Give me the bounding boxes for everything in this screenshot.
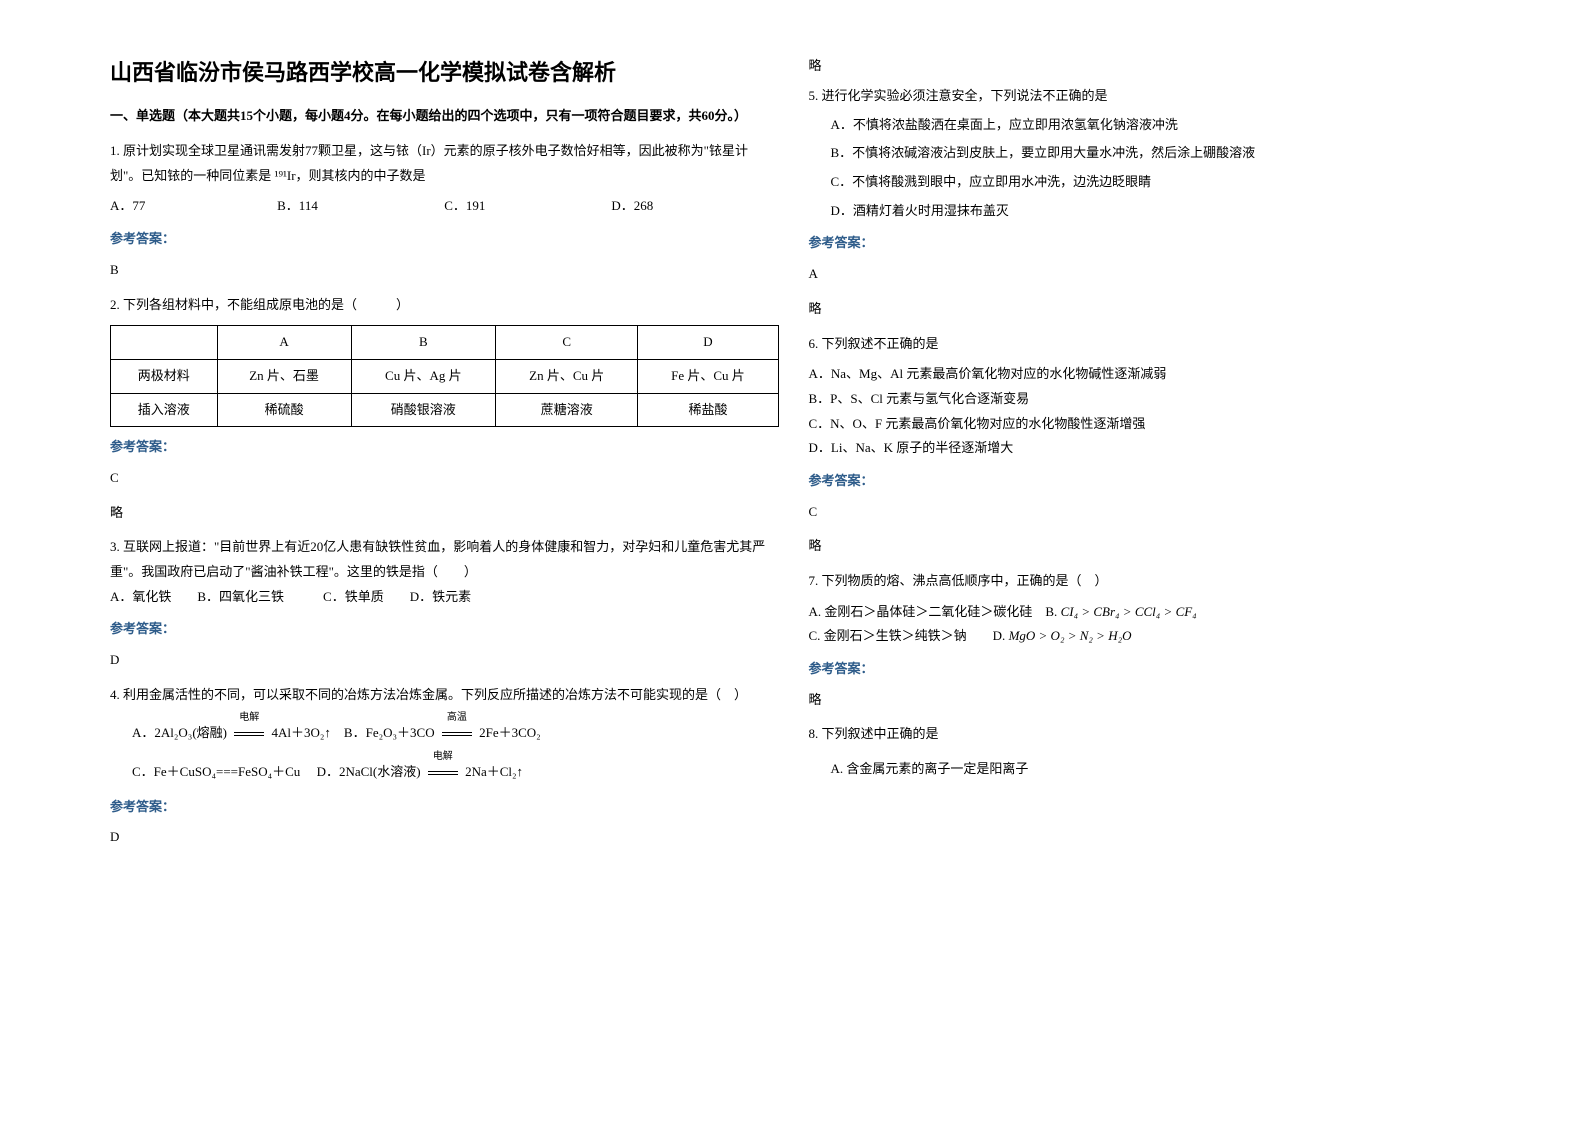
th-D: D [638,326,778,360]
q5-optB: B．不慎将浓碱溶液沾到皮肤上，要立即用大量水冲洗，然后涂上硼酸溶液 [831,141,1478,166]
q6-note: 略 [809,534,1478,559]
cell: 两极材料 [111,359,218,393]
question-3: 3. 互联网上报道："目前世界上有近20亿人患有缺铁性贫血，影响着人的身体健康和… [110,535,779,672]
question-8: 8. 下列叙述中正确的是 A. 含金属元素的离子一定是阳离子 [809,722,1478,781]
q7-line2: C. 金刚石＞生铁＞纯铁＞钠 D. MgO > O₂ > N₂ > H₂O [809,624,1478,649]
q3-options: A．氧化铁 B．四氧化三铁 C．铁单质 D．铁元素 [110,585,779,610]
arrow-cond: 电解 [239,707,259,729]
q3-answer-label: 参考答案： [110,617,779,642]
q4-optC: C．Fe＋CuSO₄===FeSO₄＋Cu [132,764,300,779]
q4-optA-post: 4Al＋3O₂↑ [272,725,331,740]
q7-optD-pre: D. [993,628,1009,643]
q3-answer: D [110,648,779,673]
left-column: 山西省临汾市侯马路西学校高一化学模拟试卷含解析 一、单选题（本大题共15个小题，… [95,55,794,1067]
q6-optC: C．N、O、F 元素最高价氧化物对应的水化物酸性逐渐增强 [809,412,1478,437]
q4-optB-pre: B．Fe₂O₃＋3CO [344,725,438,740]
q6-optB: B．P、S、Cl 元素与氢气化合逐渐变易 [809,387,1478,412]
q5-note: 略 [809,297,1478,322]
arrow-cond: 电解 [433,746,453,768]
table-row: 插入溶液 稀硫酸 硝酸银溶液 蔗糖溶液 稀盐酸 [111,393,779,427]
question-6: 6. 下列叙述不正确的是 A．Na、Mg、Al 元素最高价氧化物对应的水化物碱性… [809,332,1478,560]
q7-line1: A. 金刚石＞晶体硅＞二氧化硅＞碳化硅 B. CI₄ > CBr₄ > CCl₄… [809,600,1478,625]
q4-note: 略 [809,55,1478,74]
q5-text: 5. 进行化学实验必须注意安全，下列说法不正确的是 [809,84,1478,109]
q4-options-line1: A．2Al₂O₃(熔融) 电解 4Al＋3O₂↑ B．Fe₂O₃＋3CO 高温 … [110,719,779,748]
q1-options: A．77 B．114 C．191 D．268 [110,194,779,219]
q7-answer-label: 参考答案： [809,657,1478,682]
cell: Zn 片、Cu 片 [496,359,638,393]
th-A: A [217,326,351,360]
cell: 稀硫酸 [217,393,351,427]
q5-answer: A [809,262,1478,287]
q3-text: 3. 互联网上报道："目前世界上有近20亿人患有缺铁性贫血，影响着人的身体健康和… [110,535,779,584]
q6-answer: C [809,500,1478,525]
reaction-arrow-icon: 高温 [438,719,476,748]
reaction-arrow-icon: 电解 [230,719,268,748]
q5-answer-label: 参考答案： [809,231,1478,256]
q7-optC: C. 金刚石＞生铁＞纯铁＞钠 [809,628,967,643]
question-5: 5. 进行化学实验必须注意安全，下列说法不正确的是 A．不慎将浓盐酸洒在桌面上，… [809,84,1478,322]
page-title: 山西省临汾市侯马路西学校高一化学模拟试卷含解析 [110,55,779,87]
section-header: 一、单选题（本大题共15个小题，每小题4分。在每小题给出的四个选项中，只有一项符… [110,105,779,127]
q1-answer-label: 参考答案： [110,227,779,252]
th-C: C [496,326,638,360]
right-column: 略 5. 进行化学实验必须注意安全，下列说法不正确的是 A．不慎将浓盐酸洒在桌面… [794,55,1493,1067]
cell: Cu 片、Ag 片 [351,359,496,393]
q2-answer-label: 参考答案： [110,435,779,460]
question-7: 7. 下列物质的熔、沸点高低顺序中，正确的是（ ） A. 金刚石＞晶体硅＞二氧化… [809,569,1478,712]
q2-answer: C [110,466,779,491]
q7-optB-formula: CI₄ > CBr₄ > CCl₄ > CF₄ [1061,600,1197,625]
cell: Fe 片、Cu 片 [638,359,778,393]
cell: Zn 片、石墨 [217,359,351,393]
q4-optA-pre: A．2Al₂O₃(熔融) [132,725,227,740]
question-1: 1. 原计划实现全球卫星通讯需发射77颗卫星，这与铱（Ir）元素的原子核外电子数… [110,139,779,282]
table-row: 两极材料 Zn 片、石墨 Cu 片、Ag 片 Zn 片、Cu 片 Fe 片、Cu… [111,359,779,393]
q6-optA: A．Na、Mg、Al 元素最高价氧化物对应的水化物碱性逐渐减弱 [809,362,1478,387]
cell: 稀盐酸 [638,393,778,427]
arrow-cond: 高温 [447,707,467,729]
question-2: 2. 下列各组材料中，不能组成原电池的是（ ） A B C D 两极材料 Zn … [110,293,779,526]
q4-answer-label: 参考答案： [110,795,779,820]
cell: 硝酸银溶液 [351,393,496,427]
th-blank [111,326,218,360]
q8-optA: A. 含金属元素的离子一定是阳离子 [831,757,1478,782]
q4-optD-pre: D．2NaCl(水溶液) [317,764,421,779]
q7-text: 7. 下列物质的熔、沸点高低顺序中，正确的是（ ） [809,569,1478,594]
q7-optA: A. 金刚石＞晶体硅＞二氧化硅＞碳化硅 [809,604,1033,619]
table-header-row: A B C D [111,326,779,360]
q1-optB: B．114 [277,194,444,219]
q7-note: 略 [809,688,1478,713]
cell: 插入溶液 [111,393,218,427]
q6-optD: D．Li、Na、K 原子的半径逐渐增大 [809,436,1478,461]
q1-answer: B [110,258,779,283]
q4-text: 4. 利用金属活性的不同，可以采取不同的冶炼方法冶炼金属。下列反应所描述的冶炼方… [110,683,779,708]
q2-note: 略 [110,501,779,526]
q1-optC: C．191 [444,194,611,219]
reaction-arrow-icon: 电解 [424,758,462,787]
q4-options-line2: C．Fe＋CuSO₄===FeSO₄＋Cu D．2NaCl(水溶液) 电解 2N… [110,758,779,787]
q6-answer-label: 参考答案： [809,469,1478,494]
q1-optD: D．268 [611,194,778,219]
q4-optB-post: 2Fe＋3CO₂ [479,725,541,740]
q6-text: 6. 下列叙述不正确的是 [809,332,1478,357]
cell: 蔗糖溶液 [496,393,638,427]
q5-optA: A．不慎将浓盐酸洒在桌面上，应立即用浓氢氧化钠溶液冲洗 [831,113,1478,138]
q5-optD: D．酒精灯着火时用湿抹布盖灭 [831,199,1478,224]
th-B: B [351,326,496,360]
q1-text: 1. 原计划实现全球卫星通讯需发射77颗卫星，这与铱（Ir）元素的原子核外电子数… [110,139,779,188]
q1-optA: A．77 [110,194,277,219]
q2-table: A B C D 两极材料 Zn 片、石墨 Cu 片、Ag 片 Zn 片、Cu 片… [110,325,779,427]
q7-optB-pre: B. [1045,604,1060,619]
q8-text: 8. 下列叙述中正确的是 [809,722,1478,747]
q5-optC: C．不慎将酸溅到眼中，应立即用水冲洗，边洗边眨眼睛 [831,170,1478,195]
q4-optD-post: 2Na＋Cl₂↑ [465,764,523,779]
q2-text: 2. 下列各组材料中，不能组成原电池的是（ ） [110,293,779,318]
question-4: 4. 利用金属活性的不同，可以采取不同的冶炼方法冶炼金属。下列反应所描述的冶炼方… [110,683,779,850]
q4-answer: D [110,825,779,850]
q7-optD-formula: MgO > O₂ > N₂ > H₂O [1009,624,1132,649]
